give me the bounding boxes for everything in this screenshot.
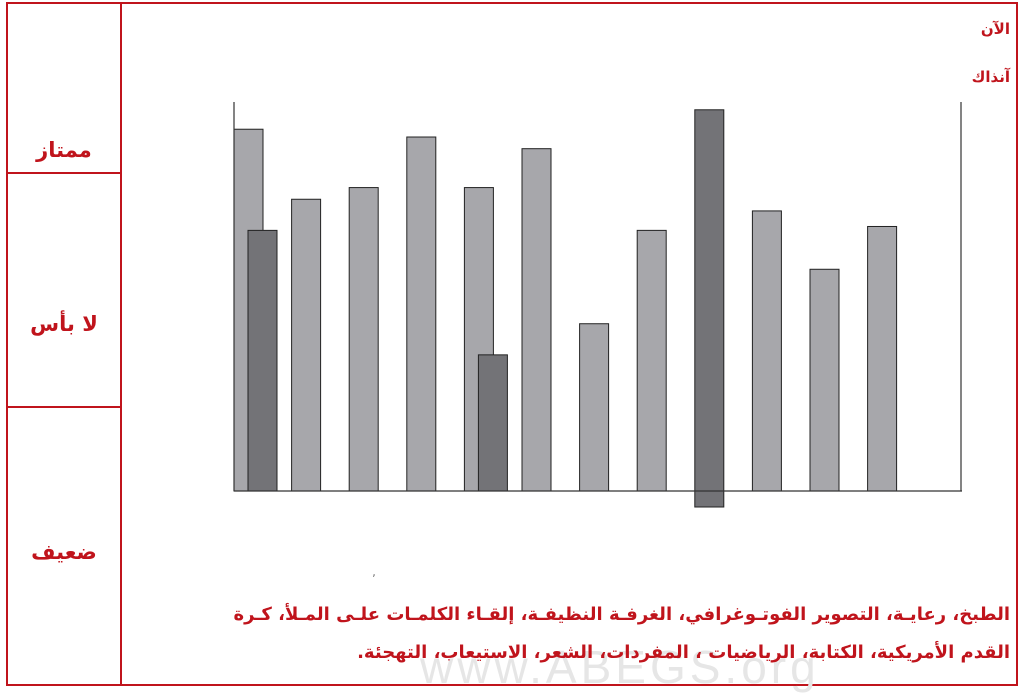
watermark: www.ABEGS.org	[420, 641, 820, 693]
level-label-okay: لا بأس	[30, 312, 98, 336]
level-divider-top	[6, 172, 122, 174]
bar-now-8	[694, 109, 725, 508]
bar-then-11	[867, 225, 898, 492]
bar-then-6	[579, 323, 610, 492]
bar-then-5	[521, 148, 552, 492]
legend-now: الآن	[980, 20, 1010, 38]
legend-then: آنذاك	[971, 68, 1010, 86]
stray-mark: ٬	[372, 572, 376, 586]
bar-then-10	[809, 268, 840, 492]
level-column-divider	[120, 2, 122, 686]
level-label-excellent: ممتاز	[36, 138, 92, 162]
bar-then-7	[636, 229, 667, 492]
bar-then-9	[751, 210, 782, 492]
caption-line-2: القدم الأمريكية، الكتابة، الرياضيات ، ال…	[357, 642, 1010, 663]
chart-frame	[6, 2, 1018, 686]
bar-now-0	[247, 229, 278, 492]
category-caption: الطبخ، رعايـة، التصوير الفوتـوغرافي، الغ…	[130, 596, 1010, 672]
bar-then-2	[348, 187, 379, 492]
level-divider-bottom	[6, 406, 122, 408]
level-label-weak: ضعيف	[31, 540, 97, 564]
bar-then-1	[291, 198, 322, 492]
caption-line-1: الطبخ، رعايـة، التصوير الفوتـوغرافي، الغ…	[233, 604, 1010, 625]
bar-then-3	[406, 136, 437, 492]
bar-now-4	[477, 354, 508, 492]
